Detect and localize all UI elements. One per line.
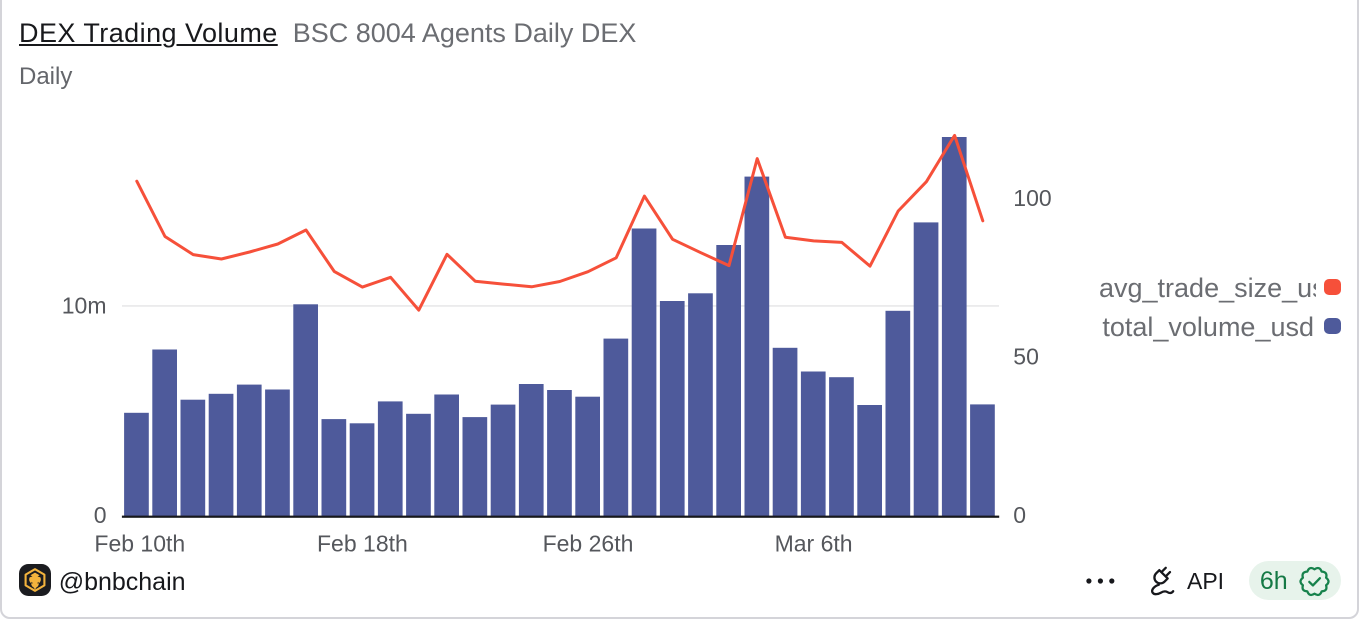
svg-text:Feb 26th: Feb 26th <box>543 531 634 557</box>
svg-text:0: 0 <box>94 502 107 528</box>
svg-text:50: 50 <box>1013 344 1039 370</box>
svg-text:10m: 10m <box>62 292 107 318</box>
svg-text:Feb 18th: Feb 18th <box>317 531 408 557</box>
svg-text:0: 0 <box>1013 502 1026 528</box>
svg-text:Feb 10th: Feb 10th <box>94 531 185 557</box>
svg-text:100: 100 <box>1013 185 1051 211</box>
svg-text:Mar 6th: Mar 6th <box>775 531 853 557</box>
